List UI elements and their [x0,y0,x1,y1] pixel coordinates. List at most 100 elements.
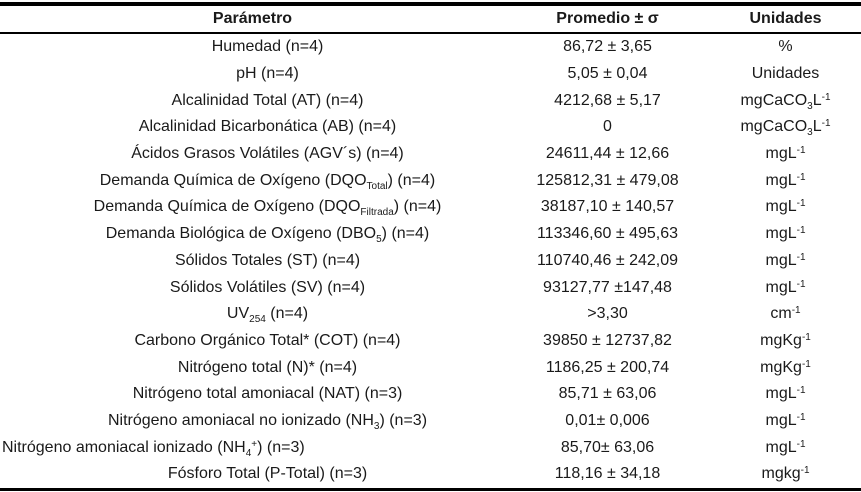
table-body: Humedad (n=4) 86,72 ± 3,65% pH (n=4) 5,05 ±… [0,33,861,489]
sub-text: 4 [245,447,252,459]
text-segment: mgKg [760,331,802,349]
unit-cell: % [710,33,861,61]
text-segment: mgkg [761,465,801,483]
text-segment: Alcalinidad Total (AT) (n=4) [171,91,364,109]
text-segment: ) (n=3) [379,411,428,429]
text-segment: Sólidos Totales (ST) (n=4) [174,251,361,269]
table-row: Humedad (n=4) 86,72 ± 3,65% [0,33,861,61]
table-row: UV254 (n=4) >3,30 cm-1 [0,301,861,328]
value-cell: 113346,60 ± 495,63 [536,225,679,243]
sup-text: -1 [800,465,810,477]
text-segment: ) (n=4) [381,225,430,243]
sup-text: -1 [796,145,806,157]
table-header: Parámetro Promedio ± σ Unidades [0,4,861,34]
value-cell: 86,72 ± 3,65 [563,38,652,56]
table-row: Demanda Biológica de Oxígeno (DBO5) (n=4… [0,221,861,248]
param-cell: Nitrógeno total (N)* (n=4) [0,354,505,381]
value-cell: 93127,77 ±147,48 [543,278,672,296]
unit-cell: cm-1 [710,301,861,328]
sup-text: -1 [801,358,811,370]
table-row: Demanda Química de Oxígeno (DQOFiltrada)… [0,194,861,221]
param-cell: Demanda Química de Oxígeno (DQOTotal) (n… [0,167,505,194]
unit-cell: mgCaCO3L-1 [710,87,861,114]
header-row: Parámetro Promedio ± σ Unidades [0,4,861,34]
table-row: Sólidos Totales (ST) (n=4) 110740,46 ± 24… [0,248,861,275]
value-cell: 1186,25 ± 200,74 [545,358,670,376]
text-segment: Sólidos Volátiles (SV) (n=4) [169,278,366,296]
param-cell: Carbono Orgánico Total* (COT) (n=4) [0,328,505,355]
unit-cell: mgL-1 [710,381,861,408]
unit-cell: mgL-1 [710,434,861,461]
text-segment: cm [770,305,792,323]
sup-text: -1 [791,305,801,317]
text-segment: mgL [765,171,797,189]
unit-cell: mgKg-1 [710,328,861,355]
text-segment: mgKg [760,358,802,376]
text-segment: UV [226,305,250,323]
sup-text: -1 [796,278,806,290]
text-segment: mgL [765,411,797,429]
sup-text: -1 [796,385,806,397]
value-cell: 85,70± 63,06 [560,438,655,456]
unit-cell: mgL-1 [710,274,861,301]
text-segment: % [778,38,793,56]
table-row: Nitrógeno amoniacal ionizado (NH4+) (n=3… [0,434,861,461]
unit-cell: mgL-1 [710,167,861,194]
text-segment: (n=4) [265,305,309,323]
param-cell: Nitrógeno amoniacal ionizado (NH4+) (n=3… [0,434,505,461]
text-segment: ) (n=4) [393,198,442,216]
text-segment: L [812,91,822,109]
text-segment: L [812,118,822,136]
table-row: Alcalinidad Total (AT) (n=4) 4212,68 ± 5,… [0,87,861,114]
unit-cell: mgL-1 [710,248,861,275]
text-segment: mgL [765,385,797,403]
sup-text: -1 [821,118,831,130]
sup-text: -1 [821,91,831,103]
table-row: Fósforo Total (P-Total) (n=3) 118,16 ± 34… [0,461,861,489]
table-row: Ácidos Grasos Volátiles (AGV´s) (n=4) 246… [0,141,861,168]
sub-text: Filtrada [360,207,394,219]
sup-text: -1 [796,251,806,263]
sub-text: 3 [807,127,813,139]
sub-text: 254 [249,314,266,326]
sub-text: 3 [373,420,380,432]
table-row: Demanda Química de Oxígeno (DQOTotal) (n… [0,167,861,194]
text-segment: Nitrógeno total (N)* (n=4) [177,358,358,376]
param-cell: Nitrógeno amoniacal no ionizado (NH3) (n… [0,408,505,435]
text-segment: ) (n=4) [387,171,436,189]
text-segment: Nitrógeno amoniacal no ionizado (NH [107,411,374,429]
param-cell: Sólidos Volátiles (SV) (n=4) [0,274,505,301]
value-cell: 110740,46 ± 242,09 [536,251,679,269]
sup-text: -1 [796,411,806,423]
text-segment: Demanda Biológica de Oxígeno (DBO [105,225,377,243]
param-cell: Humedad (n=4) [0,33,505,61]
sup-text: -1 [796,171,806,183]
unit-cell: mgL-1 [710,194,861,221]
value-cell: 0,01± 0,006 [565,411,650,429]
sub-text: 5 [376,234,382,246]
text-segment: mgL [765,225,797,243]
text-segment: mgL [765,145,797,163]
text-segment: mgL [765,251,797,269]
value-cell: 4212,68 ± 5,17 [554,91,661,109]
param-cell: Sólidos Totales (ST) (n=4) [0,248,505,275]
text-segment: mgCaCO [740,91,808,109]
value-cell: 39850 ± 12737,82 [543,331,672,349]
text-segment: Alcalinidad Bicarbonática (AB) (n=4) [138,118,397,136]
text-segment: Nitrógeno amoniacal ionizado (NH [2,438,246,456]
unit-cell: mgkg-1 [710,461,861,489]
text-segment: mgCaCO [740,118,808,136]
table-row: Carbono Orgánico Total* (COT) (n=4) 39850… [0,328,861,355]
text-segment: Humedad (n=4) [211,38,324,56]
param-cell: pH (n=4) [0,61,505,88]
unit-cell: mgL-1 [710,408,861,435]
text-segment: Nitrógeno total amoniacal (NAT) (n=3) [132,385,403,403]
param-cell: Alcalinidad Total (AT) (n=4) [0,87,505,114]
text-segment: Demanda Química de Oxígeno (DQO [93,198,361,216]
table-row: Sólidos Volátiles (SV) (n=4) 93127,77 ±14… [0,274,861,301]
value-cell: 5,05 ± 0,04 [567,65,648,83]
value-cell: >3,30 [587,305,628,323]
table-row: pH (n=4) 5,05 ± 0,04 Unidades [0,61,861,88]
